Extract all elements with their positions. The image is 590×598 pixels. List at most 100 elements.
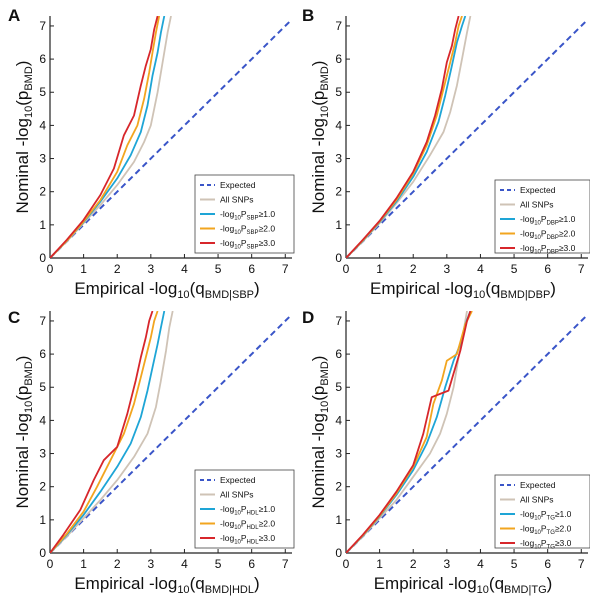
x-tick-label: 3 (443, 262, 450, 276)
legend: Expected All SNPs -log10PSBP≥1.0 -log10PSBP… (194, 174, 295, 254)
y-tick-label: 7 (39, 314, 46, 328)
y-tick-label: 3 (335, 152, 342, 166)
x-tick-label: 7 (578, 262, 585, 276)
x-tick-label: 2 (114, 557, 121, 571)
series-line-t2 (50, 311, 159, 553)
y-tick-label: 2 (335, 185, 342, 199)
series-line-t2 (346, 16, 463, 258)
y-axis-label: Nominal -log10(pBMD) (309, 61, 331, 214)
series-line-t1 (50, 16, 166, 258)
y-tick-label: 7 (335, 314, 342, 328)
y-tick-label: 4 (39, 118, 46, 132)
legend: Expected All SNPs -log10PDBP≥1.0 -log10PDBP… (494, 179, 590, 256)
legend-entry: -log10PSBP≥3.0 (220, 238, 275, 251)
series-line-t1 (50, 311, 166, 553)
x-tick-label: 6 (544, 557, 551, 571)
legend-entry: Expected (520, 185, 556, 195)
x-tick-label: 5 (215, 557, 222, 571)
legend-entry: All SNPs (520, 495, 554, 505)
series-line-all-snps (50, 311, 174, 553)
x-axis-label: Empirical -log10(qBMD|SBP) (74, 279, 259, 301)
y-tick-label: 7 (39, 19, 46, 33)
x-tick-label: 1 (376, 557, 383, 571)
legend-entry: Expected (220, 180, 256, 190)
series-line-expected (50, 18, 292, 258)
series-line-all-snps (346, 16, 472, 258)
x-axis-label: Empirical -log10(qBMD|TG) (374, 574, 553, 596)
series-line-t2 (50, 16, 161, 258)
series-line-t3 (50, 16, 159, 258)
series-line-t3 (346, 16, 460, 258)
y-tick-label: 2 (39, 480, 46, 494)
x-tick-label: 7 (578, 557, 585, 571)
y-tick-label: 2 (39, 185, 46, 199)
y-tick-label: 1 (39, 513, 46, 527)
panel-a: 0 1 2 3 4 5 6 7 0 1 2 3 4 5 6 7 A Nominal -log10(pBMD) Emp… (8, 6, 295, 301)
legend-entry: Expected (520, 480, 556, 490)
legend-entry: -log10PHDL≥3.0 (220, 533, 275, 546)
x-tick-label: 4 (181, 557, 188, 571)
x-tick-label: 3 (147, 262, 154, 276)
x-tick-label: 7 (282, 557, 289, 571)
legend-entry: -log10PDBP≥1.0 (520, 214, 576, 227)
y-tick-label: 0 (335, 546, 342, 560)
legend-entry: -log10PTG≥2.0 (520, 524, 572, 537)
legend-entry: All SNPs (520, 200, 554, 210)
x-tick-label: 1 (80, 262, 87, 276)
series-line-t1 (346, 311, 472, 553)
legend-entry: All SNPs (220, 195, 254, 205)
panel-d: 0 1 2 3 4 5 6 7 0 1 2 3 4 5 6 7 D Nominal -log10(pBMD) Emp… (302, 308, 590, 596)
y-tick-label: 6 (39, 52, 46, 66)
x-tick-label: 2 (410, 262, 417, 276)
y-tick-label: 4 (335, 118, 342, 132)
panel-letter: C (8, 308, 20, 327)
y-tick-label: 3 (39, 152, 46, 166)
x-tick-label: 0 (47, 262, 54, 276)
panel-letter: A (8, 6, 20, 25)
x-tick-label: 0 (47, 557, 54, 571)
x-tick-label: 0 (343, 262, 350, 276)
y-tick-label: 6 (335, 347, 342, 361)
y-tick-label: 6 (39, 347, 46, 361)
panel-c: 0 1 2 3 4 5 6 7 0 1 2 3 4 5 6 7 C Nominal -log10(pBMD) Emp… (8, 308, 295, 596)
x-tick-label: 1 (80, 557, 87, 571)
y-tick-label: 0 (335, 251, 342, 265)
x-tick-label: 1 (376, 262, 383, 276)
series-line-t2 (346, 311, 473, 553)
y-axis-label: Nominal -log10(pBMD) (13, 356, 35, 509)
legend-entry: -log10PSBP≥1.0 (220, 209, 275, 222)
y-tick-label: 7 (335, 19, 342, 33)
legend-entry: -log10PHDL≥1.0 (220, 504, 275, 517)
y-tick-label: 4 (335, 413, 342, 427)
x-tick-label: 2 (114, 262, 121, 276)
series-line-t1 (346, 16, 467, 258)
legend-entry: -log10PTG≥1.0 (520, 509, 572, 522)
series-line-all-snps (346, 311, 468, 553)
series-line-expected (346, 313, 588, 553)
x-tick-label: 4 (181, 262, 188, 276)
series-line-expected (50, 313, 292, 553)
x-tick-label: 4 (477, 557, 484, 571)
x-tick-label: 5 (215, 262, 222, 276)
y-tick-label: 5 (39, 380, 46, 394)
panel-letter: D (302, 308, 314, 327)
y-tick-label: 0 (39, 251, 46, 265)
legend-entry: -log10PDBP≥2.0 (520, 229, 576, 242)
y-tick-label: 6 (335, 52, 342, 66)
x-tick-label: 0 (343, 557, 350, 571)
legend-box (494, 474, 590, 549)
legend-box (494, 179, 590, 254)
legend: Expected All SNPs -log10PHDL≥1.0 -log10PHDL… (194, 469, 295, 549)
y-axis-label: Nominal -log10(pBMD) (13, 61, 35, 214)
legend-entry: Expected (220, 475, 256, 485)
y-tick-label: 1 (335, 513, 342, 527)
series-line-t3 (50, 311, 154, 553)
x-tick-label: 5 (511, 262, 518, 276)
y-tick-label: 3 (335, 447, 342, 461)
y-tick-label: 4 (39, 413, 46, 427)
y-tick-label: 1 (335, 218, 342, 232)
y-tick-label: 1 (39, 218, 46, 232)
x-tick-label: 4 (477, 262, 484, 276)
x-tick-label: 5 (511, 557, 518, 571)
x-tick-label: 6 (248, 557, 255, 571)
